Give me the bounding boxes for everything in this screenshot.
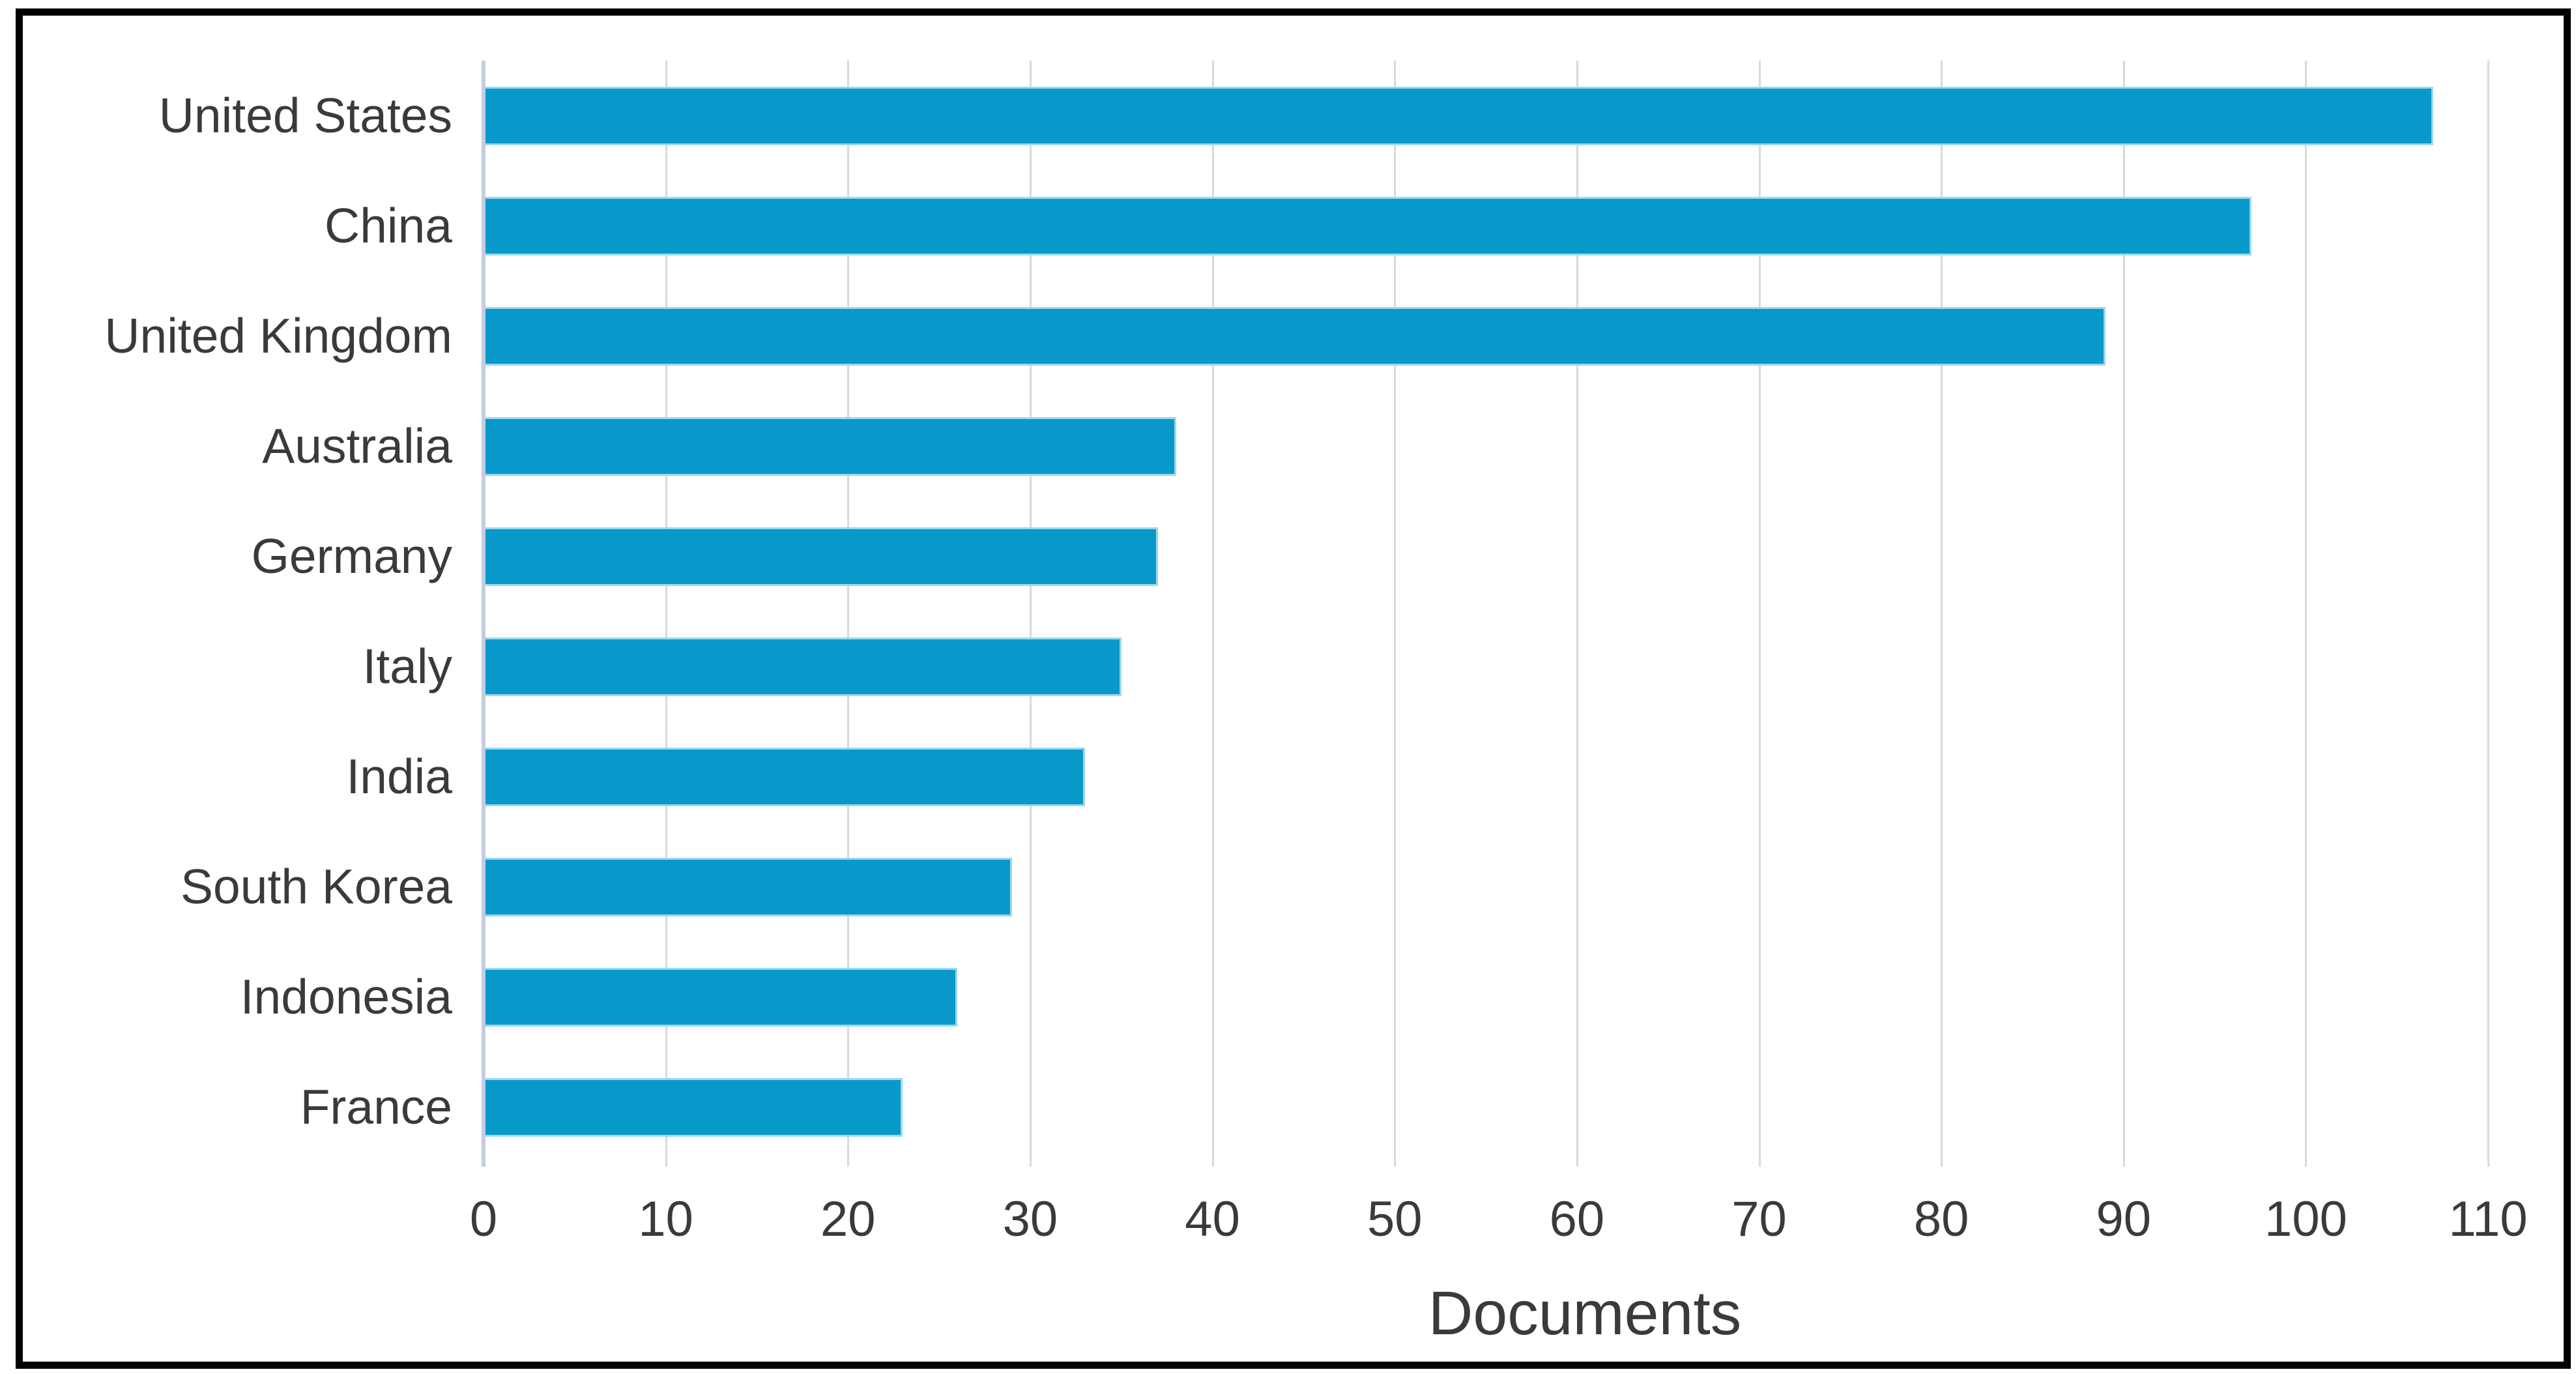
bar-zone-india bbox=[484, 722, 2543, 832]
x-axis-title: Documents bbox=[1428, 1279, 1742, 1348]
bar-row-united-states: United States bbox=[22, 61, 2543, 171]
x-tick-label-10: 10 bbox=[638, 1191, 693, 1247]
x-tick-label-70: 70 bbox=[1731, 1191, 1787, 1247]
x-tick-label-90: 90 bbox=[2096, 1191, 2152, 1247]
bar-china bbox=[484, 196, 2251, 256]
bar-zone-france bbox=[484, 1052, 2543, 1162]
x-tick-label-80: 80 bbox=[1913, 1191, 1969, 1247]
bar-zone-indonesia bbox=[484, 942, 2543, 1052]
category-label-china: China bbox=[325, 198, 452, 253]
gridline-80 bbox=[1941, 61, 1943, 1167]
x-tick-label-60: 60 bbox=[1549, 1191, 1605, 1247]
bar-zone-australia bbox=[484, 391, 2543, 501]
category-label-australia: Australia bbox=[262, 418, 452, 473]
x-tick-label-0: 0 bbox=[469, 1191, 498, 1247]
category-label-united-states: United States bbox=[158, 88, 452, 143]
y-axis-line bbox=[482, 61, 485, 1167]
gridline-60 bbox=[1576, 61, 1578, 1167]
bar-row-germany: Germany bbox=[22, 501, 2543, 611]
bar-australia bbox=[484, 417, 1176, 476]
x-tick-label-20: 20 bbox=[820, 1191, 876, 1247]
bar-row-united-kingdom: United Kingdom bbox=[22, 281, 2543, 391]
gridline-10 bbox=[665, 61, 667, 1167]
bar-row-china: China bbox=[22, 171, 2543, 281]
bar-row-italy: Italy bbox=[22, 611, 2543, 722]
category-label-indonesia: Indonesia bbox=[240, 969, 452, 1024]
bar-zone-united-states bbox=[484, 61, 2543, 171]
gridline-50 bbox=[1394, 61, 1397, 1167]
gridlines-layer bbox=[484, 61, 2543, 1167]
category-label-italy: Italy bbox=[362, 639, 452, 694]
bar-row-india: India bbox=[22, 722, 2543, 832]
x-tick-label-110: 110 bbox=[2448, 1191, 2528, 1247]
category-label-france: France bbox=[300, 1079, 452, 1134]
category-label-germany: Germany bbox=[251, 529, 452, 583]
gridline-30 bbox=[1029, 61, 1032, 1167]
gridline-90 bbox=[2122, 61, 2125, 1167]
bar-zone-italy bbox=[484, 611, 2543, 722]
bar-rows: United States China United Kingdom Australi… bbox=[22, 61, 2543, 1162]
bar-zone-germany bbox=[484, 501, 2543, 611]
bar-united-kingdom bbox=[484, 306, 2106, 366]
bar-zone-china bbox=[484, 171, 2543, 281]
bar-row-france: France bbox=[22, 1052, 2543, 1162]
gridline-110 bbox=[2487, 61, 2490, 1167]
bar-indonesia bbox=[484, 967, 958, 1027]
x-axis-tick-labels: 0 10 20 30 40 50 60 70 80 90 100 110 bbox=[470, 1191, 2543, 1253]
bar-italy bbox=[484, 637, 1122, 696]
bar-row-south-korea: South Korea bbox=[22, 832, 2543, 942]
x-tick-label-50: 50 bbox=[1367, 1191, 1423, 1247]
gridline-70 bbox=[1758, 61, 1761, 1167]
gridline-100 bbox=[2305, 61, 2308, 1167]
x-tick-label-30: 30 bbox=[1002, 1191, 1058, 1247]
bar-germany bbox=[484, 527, 1158, 586]
x-tick-label-100: 100 bbox=[2265, 1191, 2347, 1247]
gridline-40 bbox=[1211, 61, 1214, 1167]
bar-zone-united-kingdom bbox=[484, 281, 2543, 391]
bar-row-australia: Australia bbox=[22, 391, 2543, 501]
bar-france bbox=[484, 1077, 903, 1137]
bar-row-indonesia: Indonesia bbox=[22, 942, 2543, 1052]
x-tick-label-40: 40 bbox=[1185, 1191, 1240, 1247]
bar-zone-south-korea bbox=[484, 832, 2543, 942]
bar-united-states bbox=[484, 86, 2434, 145]
category-label-india: India bbox=[346, 749, 452, 804]
gridline-20 bbox=[847, 61, 850, 1167]
category-label-united-kingdom: United Kingdom bbox=[104, 308, 452, 363]
bar-india bbox=[484, 747, 1085, 806]
category-label-south-korea: South Korea bbox=[181, 859, 452, 914]
bar-south-korea bbox=[484, 857, 1012, 916]
